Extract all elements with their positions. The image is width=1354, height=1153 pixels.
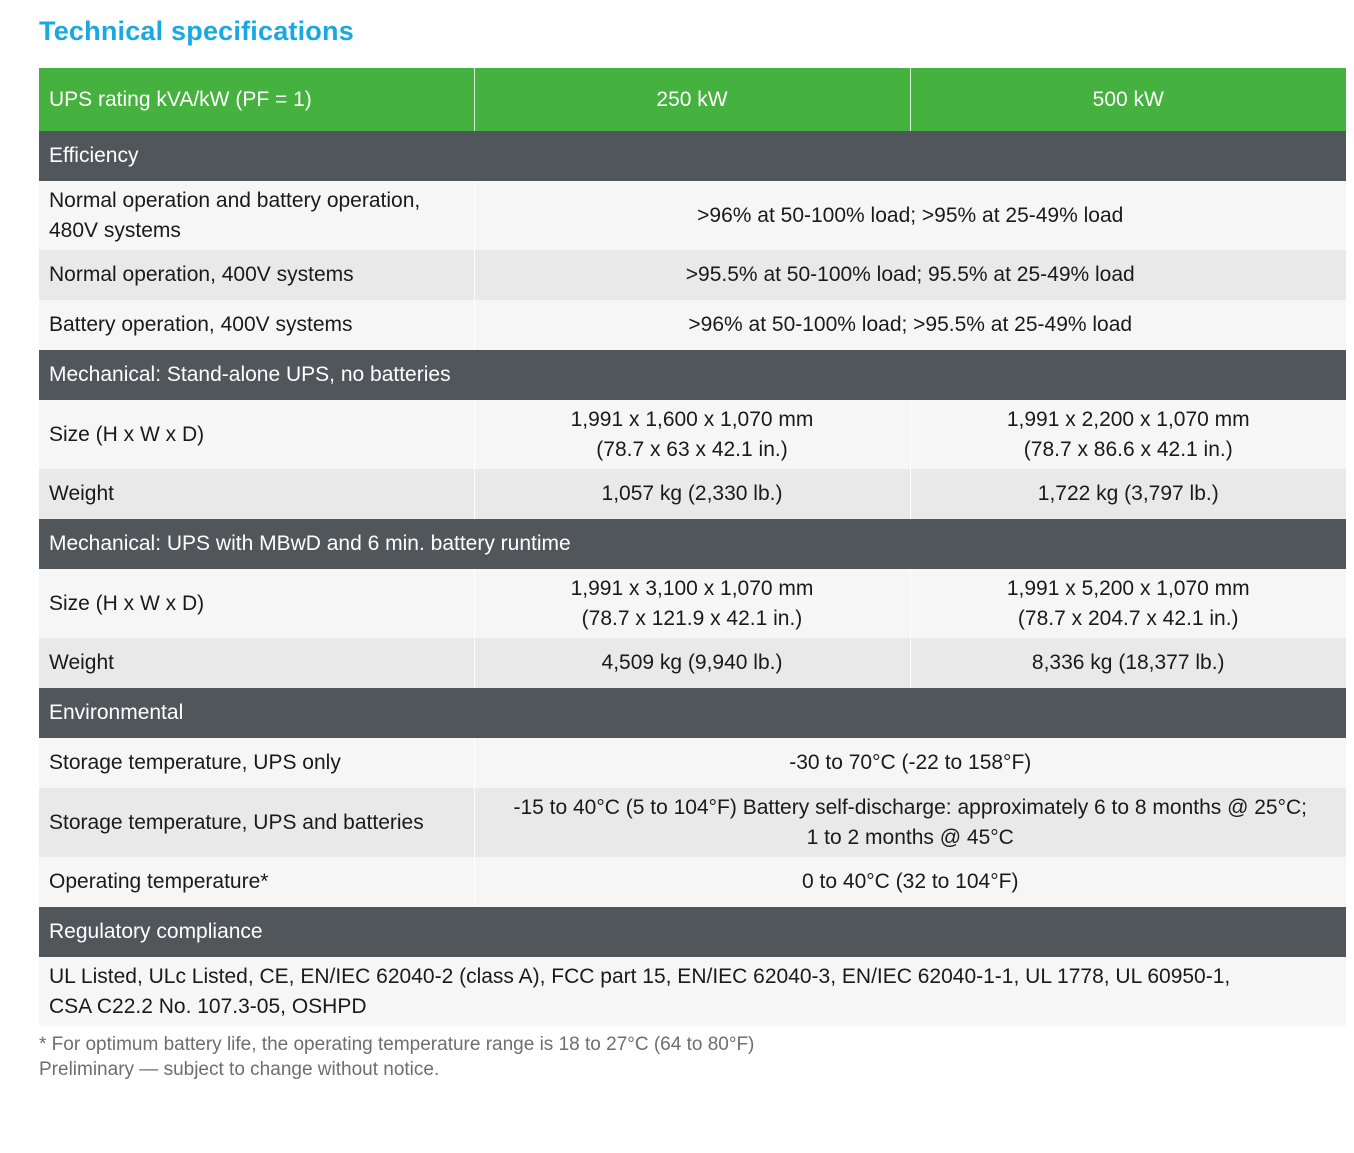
table-row: Storage temperature, UPS only -30 to 70°…	[39, 738, 1346, 788]
section-title: Mechanical: UPS with MBwD and 6 min. bat…	[39, 519, 1346, 569]
row-label-line: 480V systems	[49, 218, 181, 242]
value-line: 1,991 x 3,100 x 1,070 mm	[570, 576, 814, 600]
row-value-250kw: 4,509 kg (9,940 lb.)	[473, 638, 910, 688]
row-label: Storage temperature, UPS only	[39, 738, 474, 788]
table-row: Normal operation, 400V systems >95.5% at…	[39, 250, 1346, 300]
row-value: >96% at 50-100% load; >95.5% at 25-49% l…	[473, 300, 1346, 350]
table-row: Normal operation and battery operation, …	[39, 181, 1346, 250]
header-250kw: 250 kW	[473, 68, 910, 131]
row-label: Size (H x W x D)	[39, 569, 474, 638]
row-value: -30 to 70°C (-22 to 158°F)	[473, 738, 1346, 788]
value-line: 1 to 2 months @ 45°C	[806, 825, 1014, 849]
section-title: Regulatory compliance	[39, 907, 1346, 957]
value-line: 1,991 x 5,200 x 1,070 mm	[1006, 576, 1250, 600]
row-value-500kw: 8,336 kg (18,377 lb.)	[909, 638, 1346, 688]
row-value-500kw: 1,722 kg (3,797 lb.)	[909, 469, 1346, 519]
table-row: Operating temperature* 0 to 40°C (32 to …	[39, 857, 1346, 907]
row-value: 0 to 40°C (32 to 104°F)	[473, 857, 1346, 907]
row-label: Weight	[39, 469, 474, 519]
row-value: >95.5% at 50-100% load; 95.5% at 25-49% …	[473, 250, 1346, 300]
row-value: -15 to 40°C (5 to 104°F) Battery self-di…	[473, 788, 1346, 857]
row-value-250kw: 1,991 x 3,100 x 1,070 mm (78.7 x 121.9 x…	[473, 569, 910, 638]
row-label: Weight	[39, 638, 474, 688]
specifications-table: UPS rating kVA/kW (PF = 1) 250 kW 500 kW…	[39, 68, 1346, 1026]
row-label: Storage temperature, UPS and batteries	[39, 788, 474, 857]
table-row: Size (H x W x D) 1,991 x 3,100 x 1,070 m…	[39, 569, 1346, 638]
preliminary-notice: Preliminary — subject to change without …	[39, 1059, 440, 1080]
table-row: Battery operation, 400V systems >96% at …	[39, 300, 1346, 350]
compliance-line: CSA C22.2 No. 107.3-05, OSHPD	[49, 994, 367, 1018]
section-mechanical-standalone: Mechanical: Stand-alone UPS, no batterie…	[39, 350, 1346, 400]
row-value-250kw: 1,057 kg (2,330 lb.)	[473, 469, 910, 519]
row-value: >96% at 50-100% load; >95% at 25-49% loa…	[473, 181, 1346, 250]
row-label-line: Normal operation and battery operation,	[49, 188, 421, 212]
table-row: Weight 1,057 kg (2,330 lb.) 1,722 kg (3,…	[39, 469, 1346, 519]
table-row: Weight 4,509 kg (9,940 lb.) 8,336 kg (18…	[39, 638, 1346, 688]
section-title: Efficiency	[39, 131, 1346, 181]
header-rating-label: UPS rating kVA/kW (PF = 1)	[39, 68, 474, 131]
value-line: 1,991 x 2,200 x 1,070 mm	[1006, 407, 1250, 431]
row-label: Battery operation, 400V systems	[39, 300, 474, 350]
table-row: UL Listed, ULc Listed, CE, EN/IEC 62040-…	[39, 957, 1346, 1026]
footnotes: * For optimum battery life, the operatin…	[39, 1032, 754, 1082]
row-value-500kw: 1,991 x 2,200 x 1,070 mm (78.7 x 86.6 x …	[909, 400, 1346, 469]
row-label: Operating temperature*	[39, 857, 474, 907]
table-header-row: UPS rating kVA/kW (PF = 1) 250 kW 500 kW	[39, 68, 1346, 131]
row-label: Normal operation, 400V systems	[39, 250, 474, 300]
value-line: (78.7 x 63 x 42.1 in.)	[596, 437, 788, 461]
row-label: Size (H x W x D)	[39, 400, 474, 469]
section-regulatory: Regulatory compliance	[39, 907, 1346, 957]
compliance-list: UL Listed, ULc Listed, CE, EN/IEC 62040-…	[39, 957, 1346, 1026]
section-efficiency: Efficiency	[39, 131, 1346, 181]
header-500kw: 500 kW	[909, 68, 1346, 131]
table-row: Storage temperature, UPS and batteries -…	[39, 788, 1346, 857]
section-environmental: Environmental	[39, 688, 1346, 738]
table-row: Size (H x W x D) 1,991 x 1,600 x 1,070 m…	[39, 400, 1346, 469]
compliance-line: UL Listed, ULc Listed, CE, EN/IEC 62040-…	[49, 964, 1231, 988]
row-value-250kw: 1,991 x 1,600 x 1,070 mm (78.7 x 63 x 42…	[473, 400, 910, 469]
section-title: Mechanical: Stand-alone UPS, no batterie…	[39, 350, 1346, 400]
value-line: -15 to 40°C (5 to 104°F) Battery self-di…	[513, 795, 1308, 819]
value-line: (78.7 x 86.6 x 42.1 in.)	[1023, 437, 1233, 461]
row-value-500kw: 1,991 x 5,200 x 1,070 mm (78.7 x 204.7 x…	[909, 569, 1346, 638]
section-title: Environmental	[39, 688, 1346, 738]
value-line: 1,991 x 1,600 x 1,070 mm	[570, 407, 814, 431]
value-line: (78.7 x 204.7 x 42.1 in.)	[1017, 606, 1239, 630]
operating-temperature-footnote: * For optimum battery life, the operatin…	[39, 1034, 755, 1055]
section-mechanical-mbwd: Mechanical: UPS with MBwD and 6 min. bat…	[39, 519, 1346, 569]
row-label: Normal operation and battery operation, …	[39, 181, 474, 250]
value-line: (78.7 x 121.9 x 42.1 in.)	[581, 606, 803, 630]
page-title: Technical specifications	[39, 16, 354, 46]
